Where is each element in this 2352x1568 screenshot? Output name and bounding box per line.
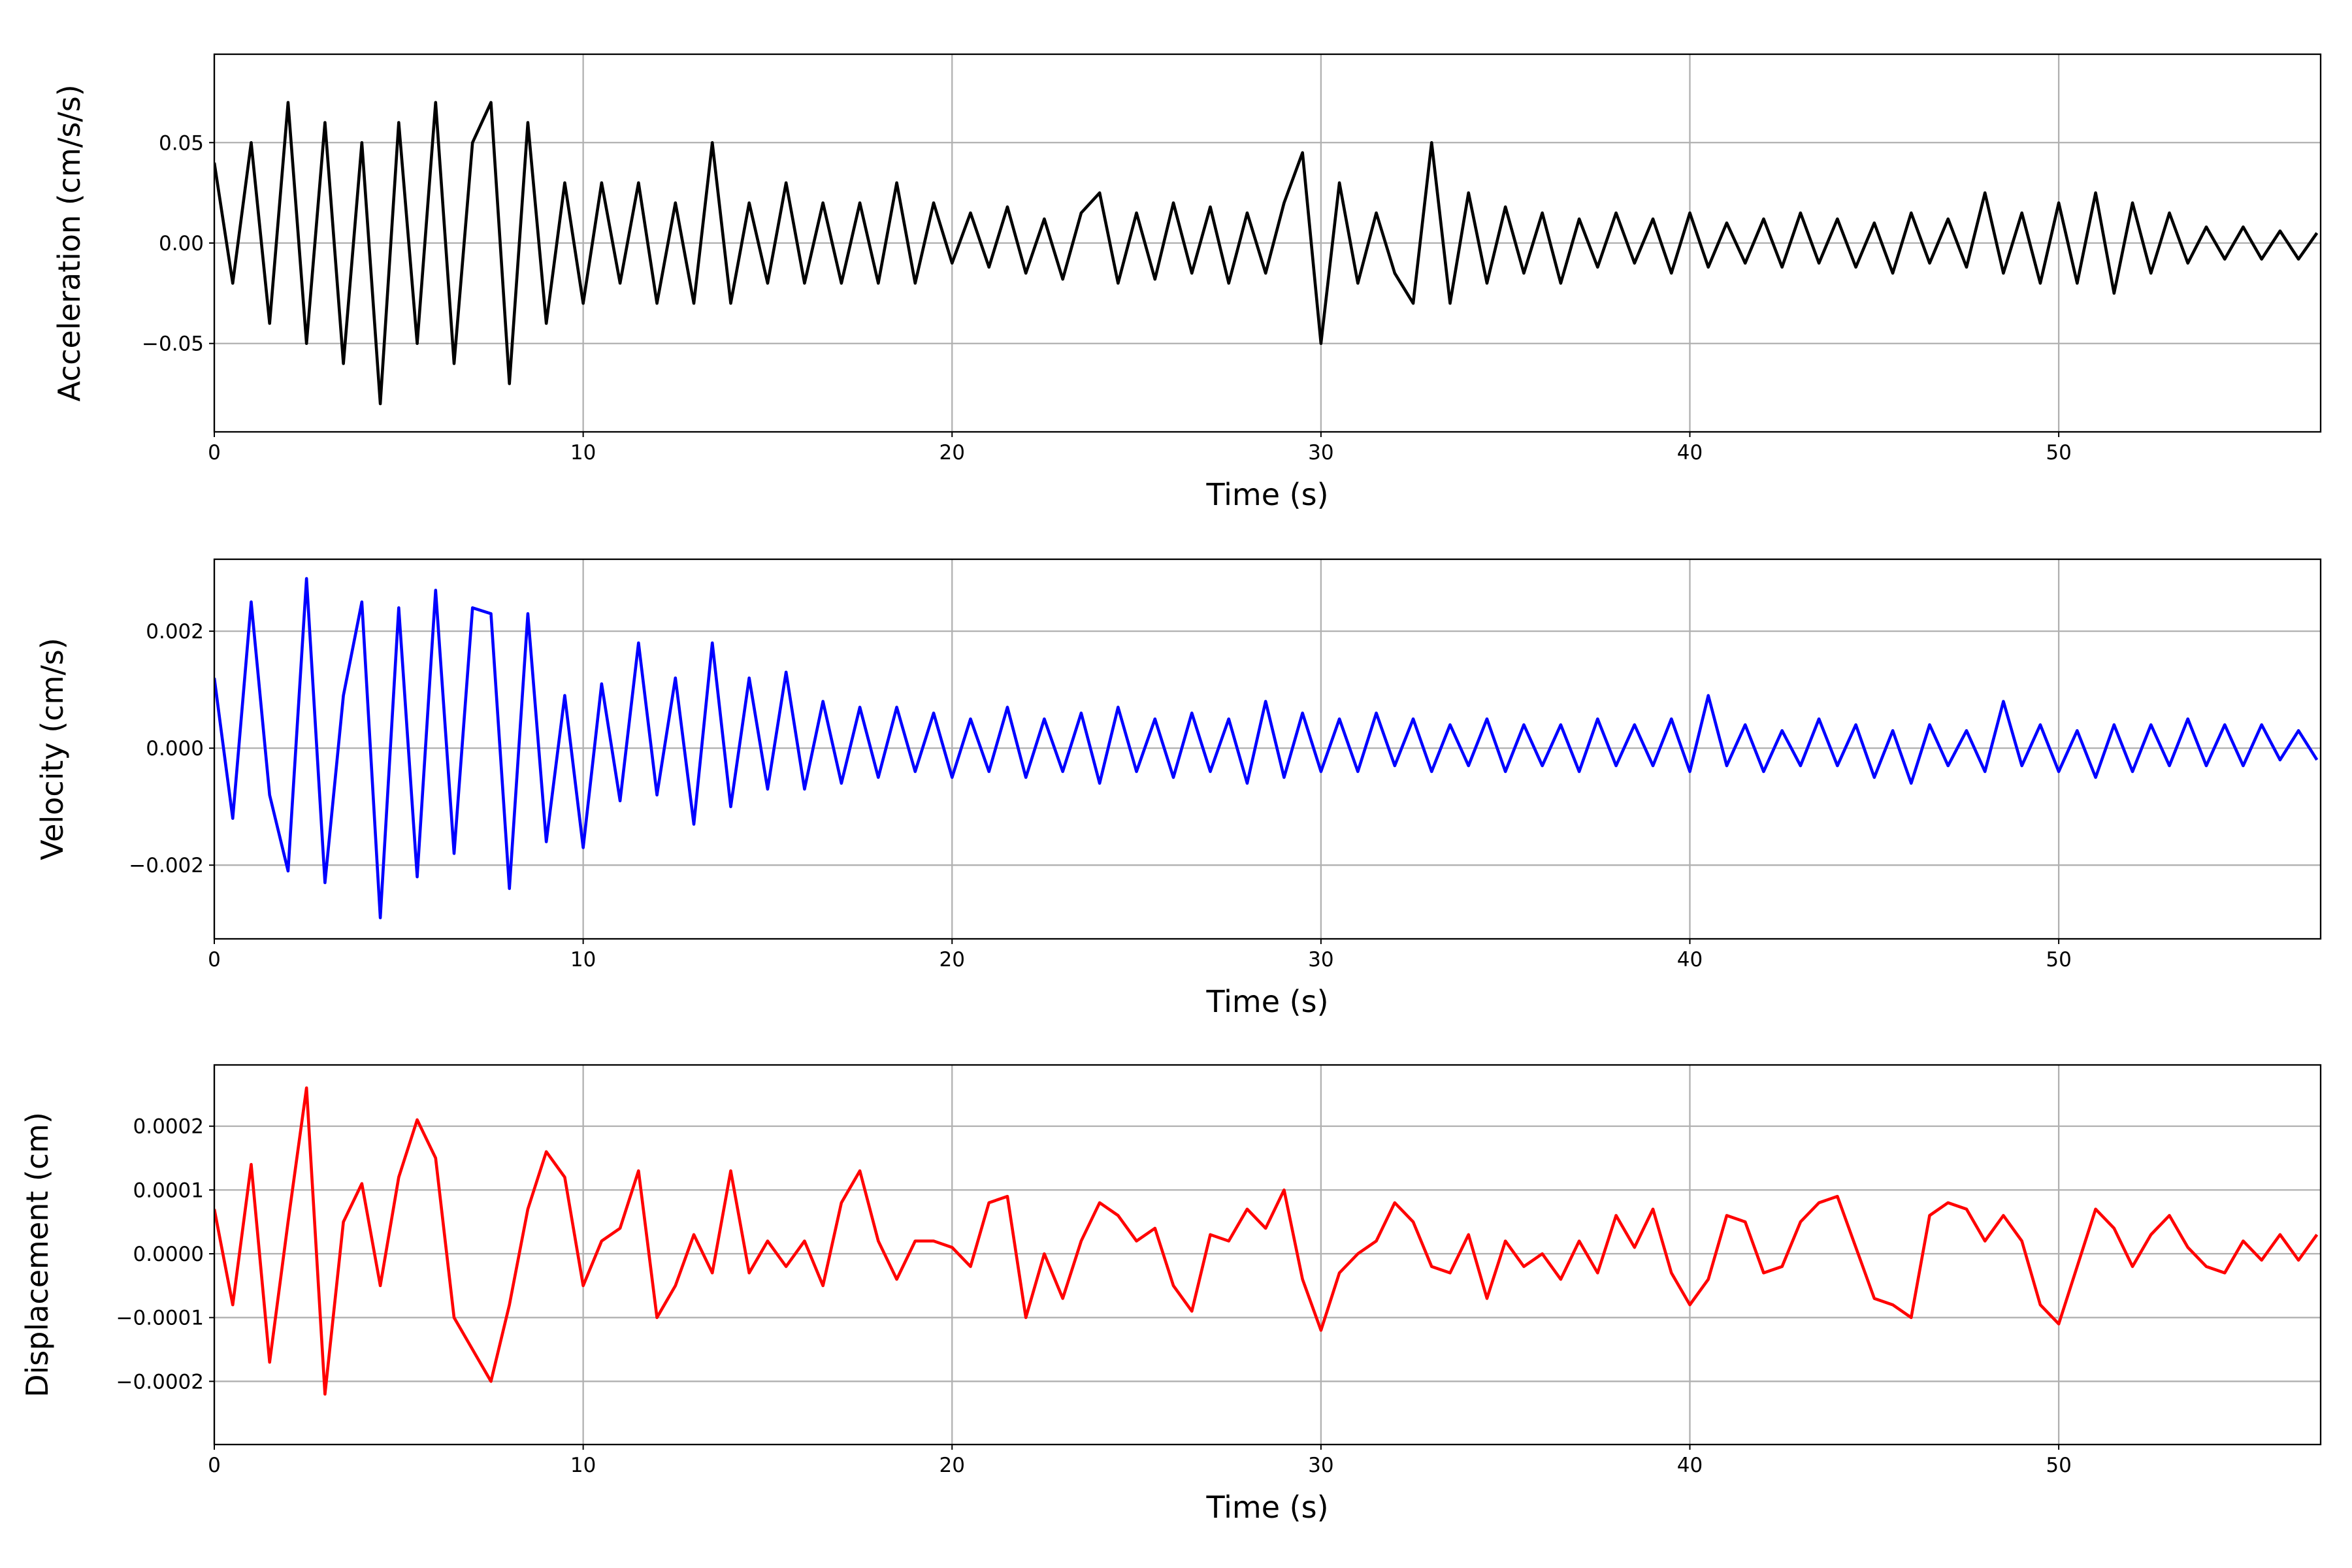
x-tick-label: 40 <box>1677 1454 1703 1477</box>
y-tick-label: 0.00 <box>159 232 204 255</box>
x-tick-label: 50 <box>2046 948 2071 972</box>
x-tick-label: 20 <box>939 441 965 465</box>
y-tick-label: 0.0002 <box>133 1115 204 1139</box>
x-tick-label: 30 <box>1308 948 1333 972</box>
x-axis-label: Time (s) <box>1205 477 1328 512</box>
axes-frame <box>213 1064 2322 1446</box>
y-tick-label: −0.002 <box>129 854 204 877</box>
x-tick-label: 50 <box>2046 1454 2071 1477</box>
x-tick-label: 20 <box>939 1454 965 1477</box>
x-tick-label: 30 <box>1308 1454 1333 1477</box>
x-tick-label: 50 <box>2046 441 2071 465</box>
y-tick-label: 0.0000 <box>133 1243 204 1266</box>
y-tick-label: −0.05 <box>142 333 204 356</box>
x-tick-label: 40 <box>1677 441 1703 465</box>
y-axis-label: Acceleration (cm/s/s) <box>52 84 87 401</box>
x-tick-label: 30 <box>1308 441 1333 465</box>
y-tick-label: 0.002 <box>146 620 204 644</box>
y-axis-label: Velocity (cm/s) <box>35 638 70 860</box>
x-tick-label: 10 <box>570 441 596 465</box>
x-tick-label: 40 <box>1677 948 1703 972</box>
x-tick-label: 10 <box>570 1454 596 1477</box>
x-tick-label: 0 <box>208 1454 221 1477</box>
data-line <box>214 101 2319 406</box>
y-axis-label: Displacement (cm) <box>20 1112 55 1397</box>
x-axis-label: Time (s) <box>1205 984 1328 1019</box>
y-tick-label: 0.05 <box>159 131 204 155</box>
x-tick-label: 10 <box>570 948 596 972</box>
y-tick-label: −0.0002 <box>116 1370 204 1394</box>
data-line <box>214 577 2319 920</box>
y-tick-label: 0.0001 <box>133 1179 204 1202</box>
data-line <box>214 1086 2319 1396</box>
x-tick-label: 20 <box>939 948 965 972</box>
y-tick-label: −0.0001 <box>116 1307 204 1330</box>
axes-frame <box>213 53 2322 433</box>
axes-frame <box>213 558 2322 940</box>
x-tick-label: 0 <box>208 948 221 972</box>
x-axis-label: Time (s) <box>1205 1490 1328 1525</box>
y-tick-label: 0.000 <box>146 737 204 760</box>
x-tick-label: 0 <box>208 441 221 465</box>
